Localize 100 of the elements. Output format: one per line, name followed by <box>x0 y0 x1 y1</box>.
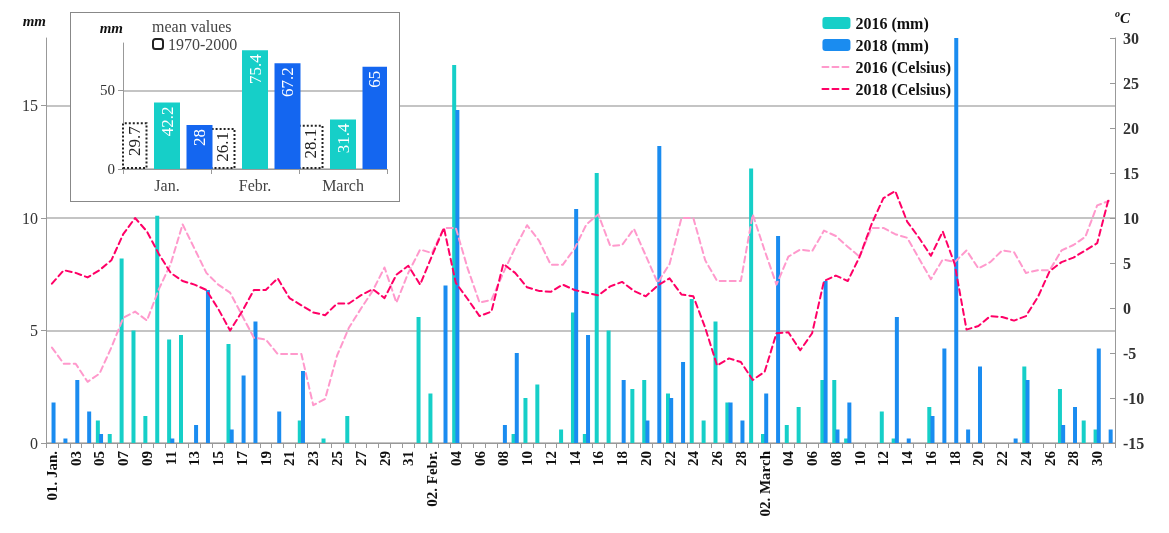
y2-tick-label: -5 <box>1123 344 1137 362</box>
data-label: 65 <box>365 70 385 88</box>
bar <box>630 389 635 443</box>
bar <box>1022 366 1027 443</box>
bar <box>443 285 448 443</box>
x-tick-label: 26 <box>1041 450 1058 466</box>
data-label: 28 <box>190 128 209 146</box>
bar <box>1081 420 1086 443</box>
bar <box>740 420 745 443</box>
bar <box>242 50 268 169</box>
legend-label: 2016 (Celsius) <box>855 58 952 77</box>
x-tick-label: 10 <box>519 451 536 466</box>
y2-tick-label: 15 <box>1123 164 1139 182</box>
legend-title: mean values <box>152 17 232 35</box>
y-tick-label: 10 <box>22 209 38 227</box>
bar <box>155 215 160 443</box>
bar <box>894 317 899 443</box>
x-tick-label: 04 <box>447 450 464 466</box>
bar <box>879 411 884 443</box>
bar <box>1073 407 1078 443</box>
x-tick-label: 21 <box>281 451 298 466</box>
bar <box>835 429 840 443</box>
x-tick-label: 20 <box>970 451 987 466</box>
legend-label: 1970-2000 <box>168 35 238 53</box>
y2-tick-label: 5 <box>1123 254 1131 272</box>
x-tick-label: 14 <box>566 450 583 466</box>
bar <box>621 380 626 443</box>
x-tick-label: 09 <box>138 451 155 466</box>
y2-tick-label: 10 <box>1123 209 1139 227</box>
y2-tick-label: 0 <box>1123 299 1131 317</box>
bar <box>178 335 183 443</box>
data-label: 29.7 <box>125 125 145 156</box>
y-axis-title: mm <box>99 19 123 36</box>
bar <box>535 384 540 443</box>
y2-tick-label: -15 <box>1123 434 1145 452</box>
bar <box>514 353 519 443</box>
bar <box>930 416 935 443</box>
x-tick-label: 02. Febr. <box>424 450 441 507</box>
bar <box>681 362 686 443</box>
x-tick-label: 24 <box>1017 450 1034 466</box>
x-tick-label: 07 <box>115 450 132 466</box>
bar <box>689 299 694 443</box>
x-tick-label: 24 <box>685 450 702 466</box>
x-tick-label: 28 <box>1065 451 1082 466</box>
y2-tick-label: -10 <box>1123 389 1145 407</box>
x-tick-label: 16 <box>590 450 607 466</box>
bar <box>1096 348 1101 443</box>
bar <box>966 429 971 443</box>
x-tick-label: 27 <box>352 450 369 466</box>
x-tick-label: 02. March <box>756 450 773 517</box>
y-axis-title: mm <box>22 12 46 29</box>
bar <box>784 425 789 443</box>
bar <box>978 366 983 443</box>
line-series <box>50 199 1111 407</box>
bar <box>642 380 647 443</box>
x-tick-label: 08 <box>827 451 844 466</box>
bar <box>776 236 781 443</box>
bar <box>1057 389 1062 443</box>
bar <box>954 38 959 443</box>
x-tick-label: 20 <box>637 451 654 466</box>
bar <box>669 398 674 443</box>
x-tick-label: Febr. <box>238 176 272 194</box>
bar <box>749 168 754 443</box>
x-tick-label: 04 <box>780 450 797 466</box>
data-label: 42.2 <box>157 106 177 137</box>
bar <box>194 425 199 443</box>
bar <box>823 281 828 443</box>
x-tick-label: 11 <box>162 451 179 466</box>
y-tick-label: 0 <box>30 434 38 452</box>
x-tick-label: 12 <box>875 451 892 466</box>
x-tick-label: 10 <box>851 451 868 466</box>
bar <box>796 407 801 443</box>
x-tick-label: Jan. <box>154 176 180 194</box>
bar <box>143 416 148 443</box>
bar <box>186 124 213 169</box>
bar <box>345 416 350 443</box>
bar <box>131 330 136 443</box>
bar <box>167 339 172 443</box>
y2-tick-label: 30 <box>1123 29 1139 47</box>
bar <box>253 321 258 443</box>
bar <box>300 371 305 443</box>
bar <box>820 380 825 443</box>
legend-label: 2018 (Celsius) <box>855 80 952 99</box>
bar <box>99 434 104 443</box>
x-tick-label: 06 <box>471 450 488 466</box>
x-tick-label: 06 <box>804 450 821 466</box>
x-tick-label: 31 <box>400 451 417 466</box>
x-tick-label: 12 <box>542 451 559 466</box>
bar <box>455 110 460 443</box>
y2-tick-label: 25 <box>1123 74 1139 92</box>
x-tick-label: 14 <box>899 450 916 466</box>
x-tick-label: 16 <box>922 450 939 466</box>
bar <box>1025 380 1030 443</box>
bar <box>362 66 387 169</box>
y2-tick-label: 20 <box>1123 119 1139 137</box>
x-tick-label: 23 <box>305 451 322 466</box>
bar <box>428 393 433 443</box>
x-tick-label: 25 <box>329 451 346 466</box>
x-tick-label: 05 <box>91 451 108 466</box>
bar <box>154 102 180 169</box>
